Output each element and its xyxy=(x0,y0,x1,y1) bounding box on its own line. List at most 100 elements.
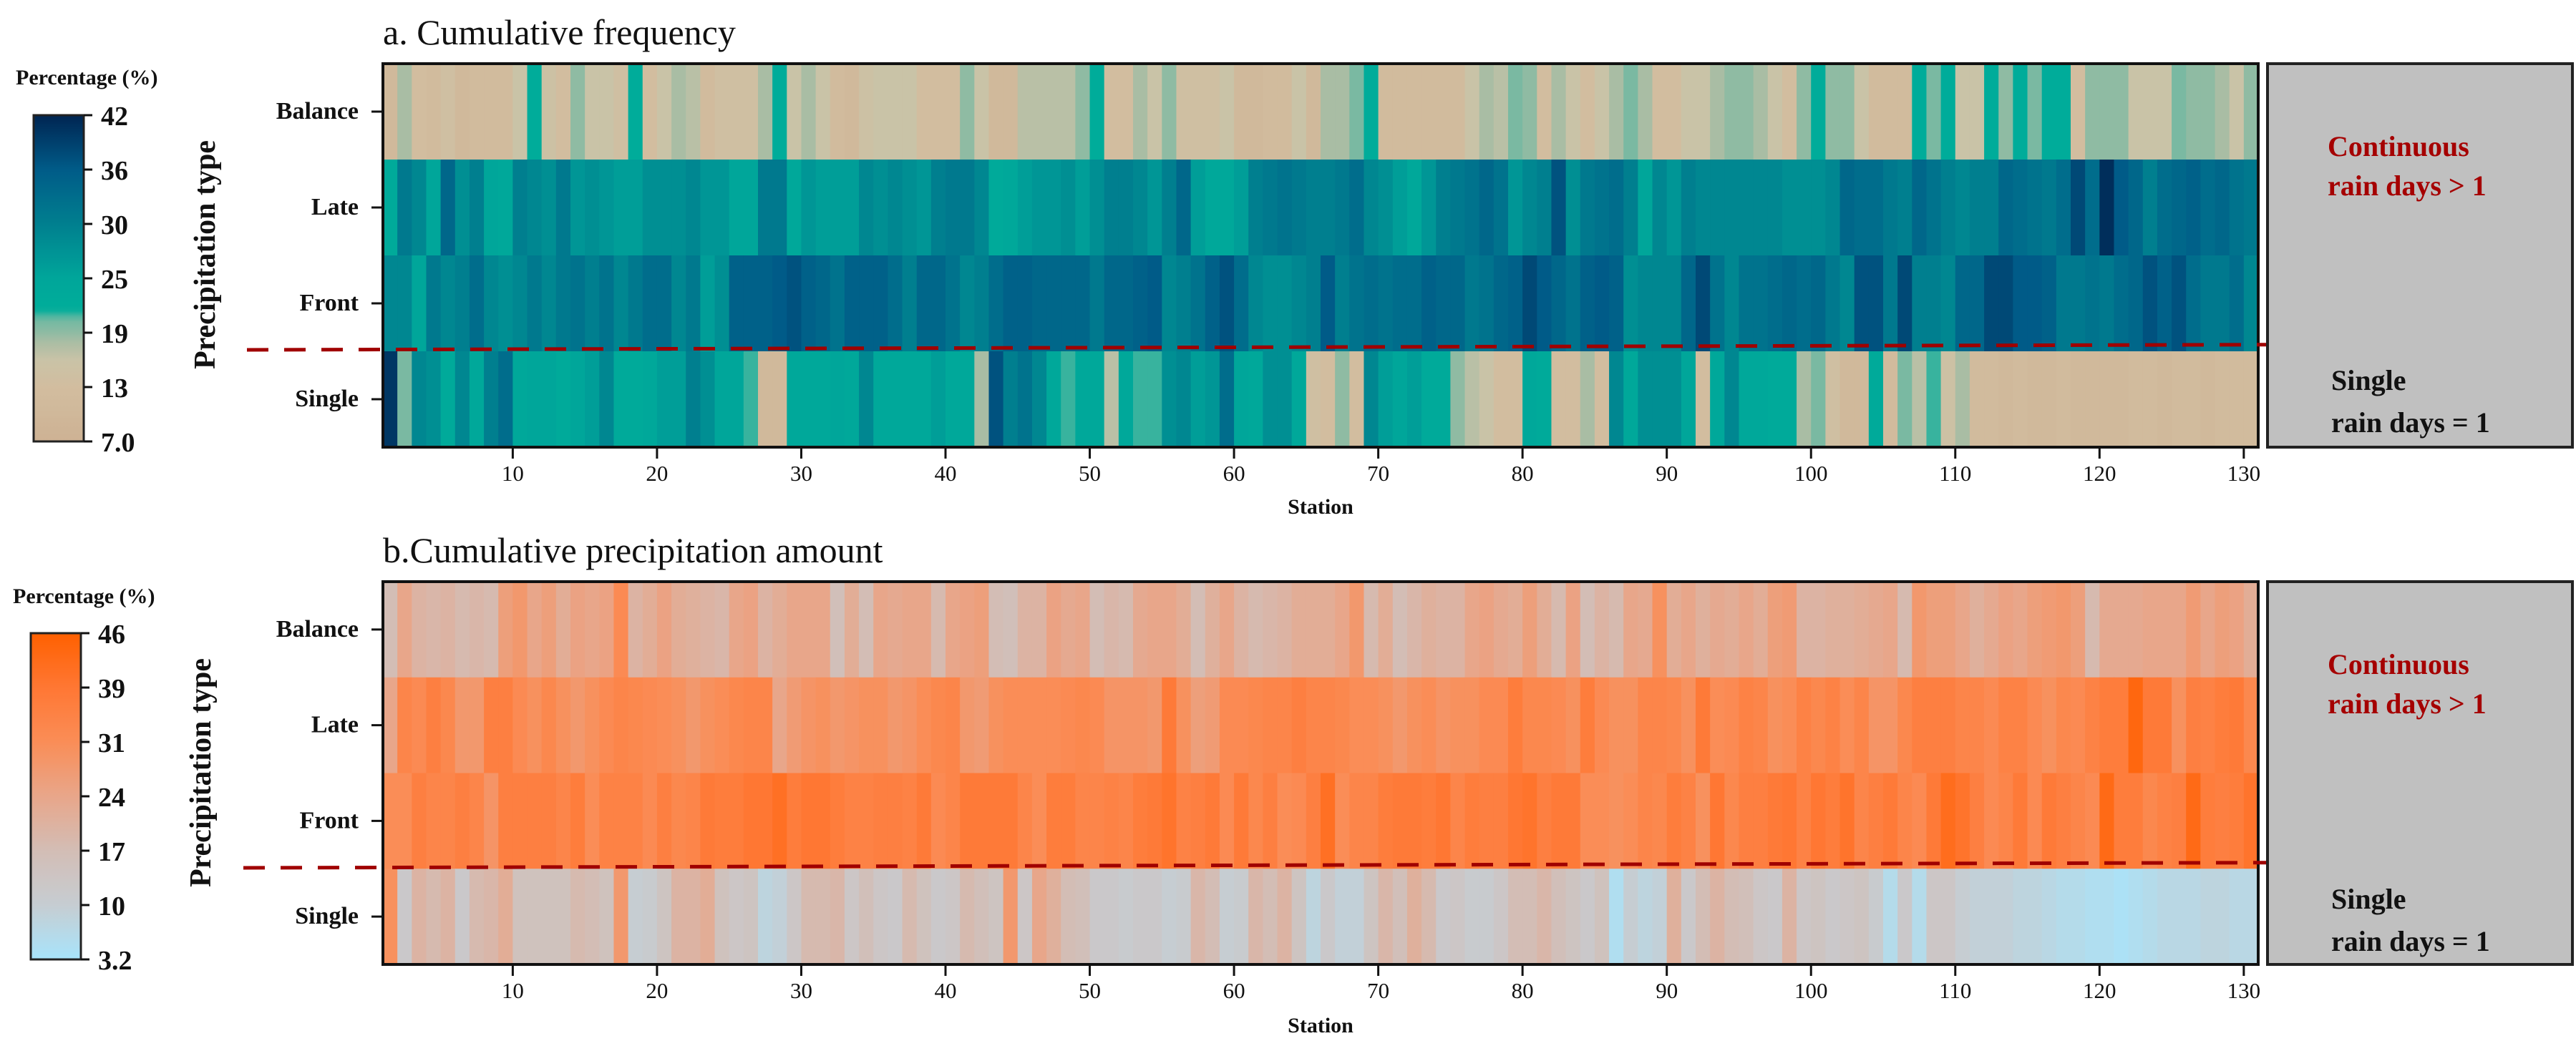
heatmap-cell-front-121 xyxy=(2114,773,2129,869)
heatmap-cell-balance-56 xyxy=(1176,64,1192,160)
heatmap-cell-balance-122 xyxy=(2128,582,2144,678)
heatmap-cell-single-4 xyxy=(426,351,442,448)
heatmap-cell-late-15 xyxy=(585,677,600,773)
heatmap-cell-late-86 xyxy=(1609,160,1624,256)
heatmap-cell-front-101 xyxy=(1825,255,1841,352)
heatmap-cell-single-94 xyxy=(1724,351,1740,448)
heatmap-cell-late-8 xyxy=(484,160,499,256)
heatmap-cell-balance-94 xyxy=(1724,64,1740,160)
heatmap-cell-front-1 xyxy=(383,773,398,869)
heatmap-cell-front-111 xyxy=(1969,255,1985,352)
heatmap-cell-front-110 xyxy=(1955,255,1970,352)
heatmap-cell-front-44 xyxy=(1003,773,1019,869)
heatmap-cell-balance-55 xyxy=(1162,64,1177,160)
heatmap-cell-front-9 xyxy=(498,255,513,352)
heatmap-cell-balance-47 xyxy=(1046,582,1061,678)
heatmap-cell-front-15 xyxy=(585,255,600,352)
heatmap-cell-balance-15 xyxy=(585,64,600,160)
heatmap-cell-late-12 xyxy=(541,677,557,773)
heatmap-cell-late-41 xyxy=(960,160,975,256)
heatmap-cell-front-125 xyxy=(2172,255,2187,352)
heatmap-cell-single-64 xyxy=(1291,869,1307,965)
heatmap-cell-single-91 xyxy=(1681,351,1696,448)
heatmap-cell-single-53 xyxy=(1133,351,1148,448)
heatmap-cell-single-45 xyxy=(1017,351,1033,448)
x-tick-label-130: 130 xyxy=(2227,978,2261,1003)
heatmap-cell-single-125 xyxy=(2172,351,2187,448)
heatmap-cell-front-46 xyxy=(1031,773,1047,869)
heatmap-cell-late-95 xyxy=(1739,160,1754,256)
heatmap-cell-front-96 xyxy=(1753,773,1769,869)
heatmap-cell-late-53 xyxy=(1133,160,1148,256)
heatmap-cell-balance-130 xyxy=(2243,582,2259,678)
heatmap-cell-late-107 xyxy=(1912,160,1928,256)
heatmap-cell-front-1 xyxy=(383,255,398,352)
heatmap-cell-balance-63 xyxy=(1277,64,1293,160)
heatmap-cell-balance-98 xyxy=(1782,582,1797,678)
heatmap-cell-balance-63 xyxy=(1277,582,1293,678)
x-tick-label-130: 130 xyxy=(2227,461,2261,486)
colorbar-b-tick-24: 24 xyxy=(98,783,125,813)
heatmap-cell-front-33 xyxy=(844,255,860,352)
heatmap-cell-balance-29 xyxy=(787,64,802,160)
x-axis-title-b: Station xyxy=(1288,1014,1353,1037)
heatmap-cell-balance-108 xyxy=(1926,582,1942,678)
heatmap-cell-single-38 xyxy=(916,351,932,448)
heatmap-cell-front-79 xyxy=(1508,773,1523,869)
heatmap-cell-balance-38 xyxy=(916,582,932,678)
y-ticks-a: Balance Late Front Single xyxy=(276,98,383,412)
heatmap-cell-balance-8 xyxy=(484,582,499,678)
y-tick-label-late: Late xyxy=(311,194,359,220)
heatmap-cell-single-44 xyxy=(1003,869,1019,965)
heatmap-cell-front-95 xyxy=(1739,255,1754,352)
y-tick-label-single: Single xyxy=(295,903,359,929)
heatmap-cell-late-7 xyxy=(469,677,485,773)
heatmap-cell-front-59 xyxy=(1219,773,1235,869)
heatmap-cell-late-87 xyxy=(1623,677,1638,773)
heatmap-cell-balance-49 xyxy=(1075,64,1091,160)
heatmap-cell-single-26 xyxy=(743,869,759,965)
heatmap-cell-balance-60 xyxy=(1234,64,1249,160)
heatmap-cell-single-70 xyxy=(1378,351,1394,448)
heatmap-cell-front-29 xyxy=(787,255,802,352)
heatmap-cell-single-122 xyxy=(2128,351,2144,448)
heatmap-cell-late-49 xyxy=(1075,677,1091,773)
heatmap-cell-late-24 xyxy=(714,677,730,773)
heatmap-cell-front-96 xyxy=(1753,255,1769,352)
heatmap-cell-late-116 xyxy=(2041,677,2057,773)
heatmap-cell-front-113 xyxy=(1998,255,2013,352)
heatmap-cell-front-70 xyxy=(1378,773,1394,869)
heatmap-cell-front-116 xyxy=(2041,773,2057,869)
heatmap-cell-front-106 xyxy=(1897,255,1912,352)
heatmap-cell-late-71 xyxy=(1392,160,1408,256)
heatmap-cell-front-82 xyxy=(1551,255,1567,352)
heatmap-cell-late-94 xyxy=(1724,160,1740,256)
heatmap-cell-balance-67 xyxy=(1335,582,1350,678)
heatmap-cell-balance-8 xyxy=(484,64,499,160)
heatmap-cell-balance-74 xyxy=(1436,582,1451,678)
heatmap-cell-single-14 xyxy=(570,351,585,448)
heatmap-cell-late-34 xyxy=(859,677,874,773)
heatmap-cell-late-2 xyxy=(397,160,412,256)
heatmap-cell-front-6 xyxy=(455,255,470,352)
heatmap-cell-single-95 xyxy=(1739,869,1754,965)
heatmap-cell-front-40 xyxy=(946,255,961,352)
heatmap-cell-single-114 xyxy=(2013,869,2028,965)
heatmap-cell-single-19 xyxy=(642,351,658,448)
heatmap-cell-late-76 xyxy=(1464,677,1480,773)
heatmap-cell-single-123 xyxy=(2142,351,2158,448)
heatmap-cell-balance-73 xyxy=(1421,582,1437,678)
heatmap-cell-late-84 xyxy=(1580,160,1595,256)
x-tick-label-100: 100 xyxy=(1794,461,1828,486)
heatmap-cell-single-47 xyxy=(1046,351,1061,448)
heatmap-cell-single-45 xyxy=(1017,869,1033,965)
heatmap-cell-front-36 xyxy=(888,255,903,352)
heatmap-cell-late-35 xyxy=(873,677,888,773)
heatmap-cell-late-77 xyxy=(1479,677,1494,773)
heatmap-cell-single-110 xyxy=(1955,351,1970,448)
heatmap-cell-balance-73 xyxy=(1421,64,1437,160)
heatmap-cell-balance-93 xyxy=(1710,64,1725,160)
heatmap-cell-single-13 xyxy=(555,351,571,448)
heatmap-cell-single-55 xyxy=(1162,869,1177,965)
heatmap-cell-balance-91 xyxy=(1681,64,1696,160)
